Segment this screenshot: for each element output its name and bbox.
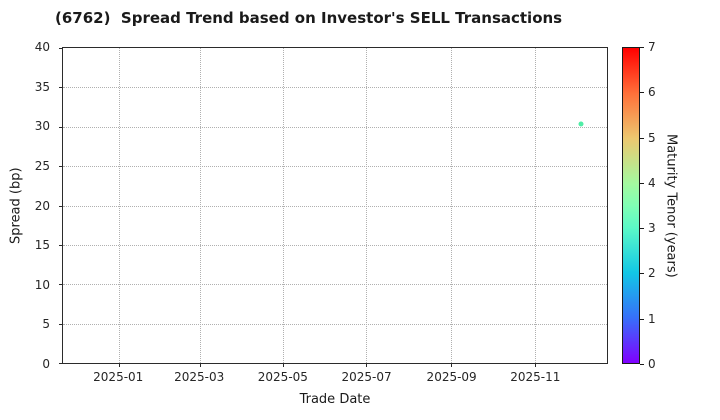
y-gridline	[63, 205, 607, 207]
y-axis-tick-labels: 0 5 10 15 20 25 30 35 40	[0, 40, 56, 371]
y-tick-label: 5	[42, 317, 50, 332]
colorbar-tick-mark	[640, 318, 644, 320]
colorbar-tick-label: 4	[648, 175, 656, 190]
colorbar-tick-label: 3	[648, 221, 656, 236]
x-axis-tick-labels: 2025-01 2025-03 2025-05 2025-07 2025-09 2025-…	[62, 370, 608, 386]
y-tick-mark	[59, 363, 63, 364]
colorbar	[622, 47, 640, 364]
colorbar-tick-label: 1	[648, 311, 656, 326]
colorbar-tick-mark	[640, 364, 644, 365]
y-tick-label: 20	[34, 198, 50, 213]
colorbar-tick-labels: 0 1 2 3 4 5 6 7	[648, 40, 662, 371]
y-tick-mark	[59, 244, 63, 246]
y-gridline	[63, 126, 607, 128]
x-tick-mark	[534, 363, 536, 367]
y-gridline	[63, 323, 607, 325]
plot-area	[59, 47, 608, 367]
colorbar-label: Maturity Tenor (years)	[663, 133, 679, 278]
y-gridline	[63, 166, 607, 168]
x-tick-label: 2025-01	[93, 370, 144, 384]
x-tick-label: 2025-09	[426, 370, 477, 384]
x-tick-mark	[199, 363, 201, 367]
y-tick-label: 0	[42, 357, 50, 371]
x-tick-label: 2025-11	[510, 370, 561, 384]
x-tick-label: 2025-07	[341, 370, 392, 384]
colorbar-tick-label: 2	[648, 266, 656, 281]
colorbar-tick-marks	[640, 47, 645, 365]
y-tick-mark	[59, 284, 63, 286]
y-tick-label: 30	[34, 119, 50, 134]
y-tick-mark	[59, 87, 63, 89]
chart-title: (6762) Spread Trend based on Investor's …	[55, 9, 563, 27]
colorbar-tick-mark	[640, 137, 644, 139]
x-tick-mark	[451, 363, 453, 367]
y-tick-mark	[59, 205, 63, 207]
colorbar-tick-mark	[640, 228, 644, 230]
colorbar-tick-mark	[640, 47, 644, 48]
x-tick-mark	[119, 363, 121, 367]
y-tick-mark	[59, 48, 63, 49]
colorbar-tick-mark	[640, 273, 644, 275]
y-tick-label: 10	[34, 277, 50, 292]
colorbar-tick-label: 0	[648, 357, 656, 371]
colorbar-tick-mark	[640, 182, 644, 184]
x-tick-label: 2025-05	[257, 370, 308, 384]
colorbar-tick-label: 6	[648, 85, 656, 100]
colorbar-tick-mark	[640, 92, 644, 94]
y-gridline	[63, 284, 607, 286]
y-tick-label: 15	[34, 238, 50, 253]
colorbar-tick-label: 7	[648, 40, 656, 54]
y-tick-label: 35	[34, 79, 50, 94]
x-tick-mark	[283, 363, 285, 367]
x-tick-label: 2025-03	[174, 370, 225, 384]
y-tick-mark	[59, 126, 63, 128]
y-tick-mark	[59, 323, 63, 325]
y-gridline	[63, 244, 607, 246]
x-axis-label: Trade Date	[299, 392, 371, 407]
y-gridline	[63, 87, 607, 89]
y-tick-label: 40	[34, 40, 50, 54]
colorbar-tick-label: 5	[648, 130, 656, 145]
scatter-point	[578, 121, 584, 127]
y-tick-mark	[59, 166, 63, 168]
y-tick-label: 25	[34, 158, 50, 173]
x-tick-mark	[366, 363, 368, 367]
